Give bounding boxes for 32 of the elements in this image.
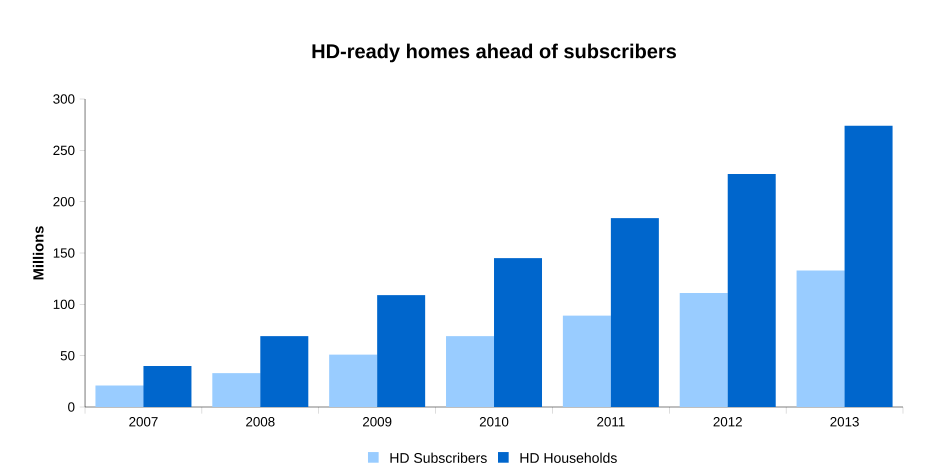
y-tick-label: 150	[54, 248, 74, 258]
x-tick-label: 2007	[129, 417, 158, 426]
chart-title: HD-ready homes ahead of subscribers	[312, 44, 676, 62]
bar	[329, 354, 378, 408]
bar	[494, 258, 542, 408]
bar	[680, 293, 728, 408]
y-tick-label: 0	[68, 402, 74, 412]
bar	[377, 295, 426, 408]
bar	[95, 385, 144, 408]
x-tick-label: 2011	[597, 417, 625, 426]
bar	[796, 270, 845, 408]
legend-label: HD Subscribers	[390, 452, 487, 463]
bar	[562, 316, 611, 408]
x-tick-label: 2009	[362, 417, 392, 426]
y-axis-title: Millions	[32, 226, 44, 280]
legend-label: HD Households	[520, 452, 617, 463]
x-tick-label: 2008	[246, 417, 275, 426]
bar	[143, 366, 192, 408]
y-tick-label: 100	[54, 300, 74, 310]
bar	[212, 373, 260, 408]
x-tick-label: 2010	[480, 417, 508, 426]
y-tick-label: 250	[53, 146, 74, 156]
y-tick-label: 300	[53, 94, 74, 104]
bar	[446, 336, 494, 408]
bar	[728, 174, 776, 408]
x-tick-label: 2012	[714, 417, 742, 426]
bar	[260, 336, 308, 408]
y-tick-label: 200	[53, 196, 74, 206]
x-tick-label: 2013	[830, 417, 859, 426]
bar	[610, 218, 659, 408]
bar	[844, 126, 893, 408]
y-tick-label: 50	[60, 350, 74, 360]
